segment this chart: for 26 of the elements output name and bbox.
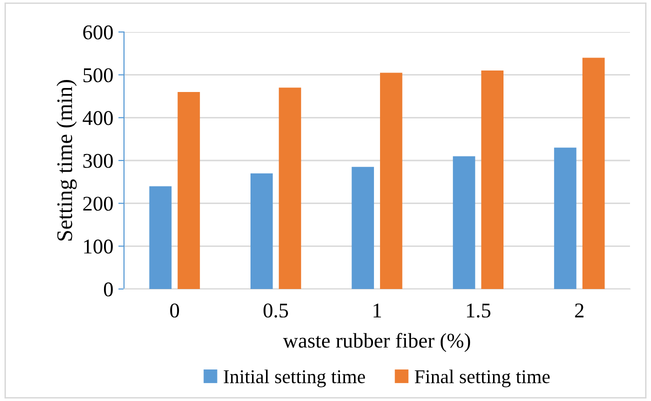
y-tick-label: 600 <box>83 25 113 40</box>
x-axis-title: waste rubber fiber (%) <box>283 332 470 352</box>
x-tick-label: 0 <box>170 303 180 318</box>
x-tick-label: 0.5 <box>264 303 288 318</box>
bar <box>481 70 504 289</box>
bar <box>352 166 374 289</box>
y-axis-title: Setting time (min) <box>56 80 77 240</box>
bar <box>250 173 273 289</box>
x-tick-label: 1 <box>374 304 381 318</box>
bar <box>452 156 476 289</box>
bar <box>278 88 302 289</box>
bar <box>380 72 402 289</box>
bar <box>582 58 605 289</box>
y-tick-label: 400 <box>82 111 113 126</box>
bar <box>149 186 172 289</box>
bar <box>178 92 200 289</box>
y-tick-label: 100 <box>84 240 113 254</box>
y-tick-label: 500 <box>84 68 113 82</box>
y-tick-label: 200 <box>83 196 113 211</box>
y-tick-label: 300 <box>83 154 113 168</box>
x-tick-label: 1.5 <box>467 304 490 318</box>
bar <box>554 148 576 289</box>
y-tick-label: 0 <box>104 282 113 296</box>
legend-label: Final setting time <box>414 370 550 388</box>
x-tick-label: 2 <box>575 304 584 318</box>
legend-label: Initial setting time <box>224 370 365 388</box>
